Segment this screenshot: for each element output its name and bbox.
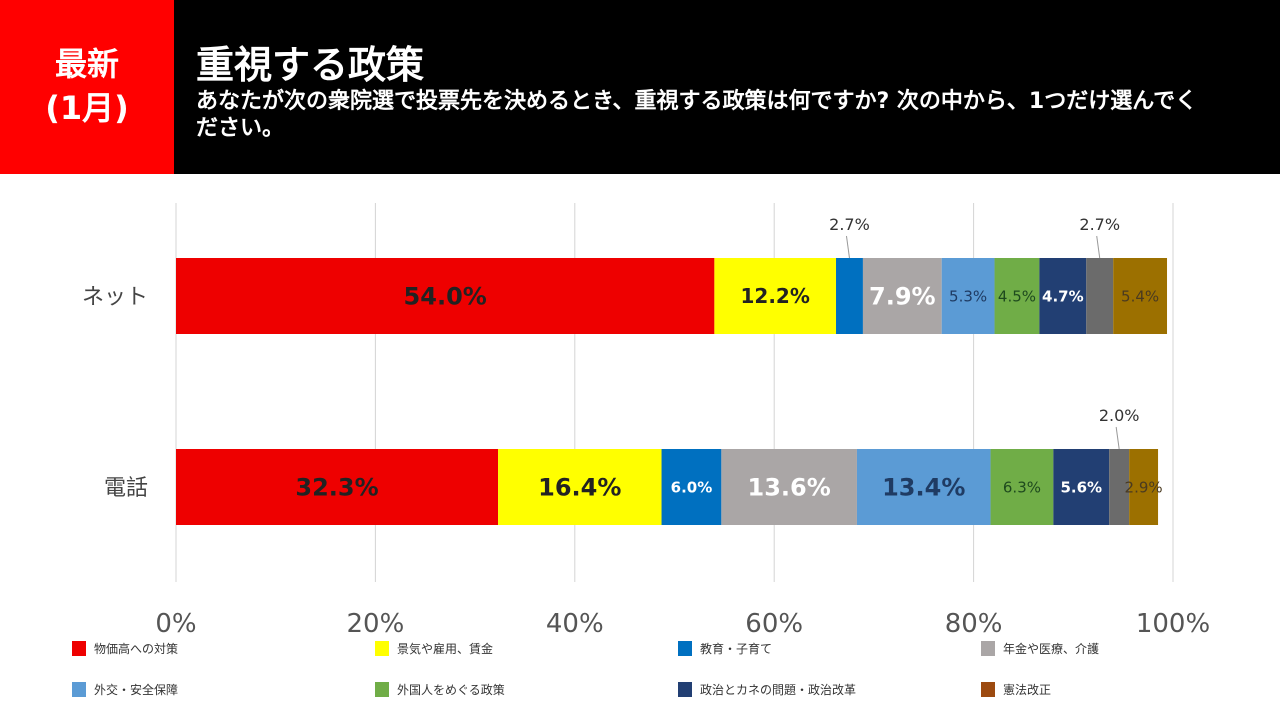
data-label: 2.7% <box>829 215 870 234</box>
callout-line <box>1096 235 1101 259</box>
legend-swatch <box>678 682 692 697</box>
stacked-bar-chart: 0% 20% 40% 60% 80% 100% ネット 54.0% 12.2% 2.7% 7.9% 5… <box>82 203 1210 639</box>
bar-segment <box>990 449 1054 525</box>
badge-line1: 最新 <box>54 45 119 83</box>
bar-segment <box>1129 449 1159 525</box>
legend-swatch <box>72 682 86 697</box>
legend-item: 景気や雇用、賃金 <box>375 640 493 657</box>
bar-segment <box>856 449 991 525</box>
bar-segment <box>714 258 837 334</box>
data-label: 16.4% <box>538 474 621 502</box>
data-label: 5.3% <box>949 287 987 305</box>
legend-label: 外国人をめぐる政策 <box>397 683 505 697</box>
data-label: 7.9% <box>869 283 936 311</box>
legend-swatch <box>678 641 692 656</box>
legend-item: 外国人をめぐる政策 <box>375 681 505 698</box>
data-label: 2.0% <box>1099 406 1140 425</box>
data-label: 12.2% <box>741 284 810 308</box>
badge-line2: (1月) <box>45 89 129 127</box>
bar-segment <box>941 258 995 334</box>
legend-label: 憲法改正 <box>1003 683 1052 697</box>
legend-label: 教育・子育て <box>700 642 773 656</box>
legend-label: 年金や医療、介護 <box>1003 642 1100 656</box>
page-title: 重視する政策 <box>196 43 425 87</box>
legend-swatch <box>72 641 86 656</box>
latest-badge: 最新 (1月) <box>0 0 174 174</box>
bar-segment <box>1113 258 1168 334</box>
bar-segment <box>721 449 857 525</box>
data-label: 2.9% <box>1125 478 1163 496</box>
x-tick-label: 80% <box>945 609 1003 639</box>
bar-segment <box>1039 258 1087 334</box>
data-label: 13.4% <box>882 474 965 502</box>
data-label: 4.5% <box>998 287 1036 305</box>
bar-segment <box>176 449 499 525</box>
legend-swatch <box>981 641 995 656</box>
data-label: 13.6% <box>748 474 831 502</box>
bar-segment <box>836 258 863 334</box>
category-label: 電話 <box>104 476 148 501</box>
legend-item: 物価高への対策 <box>72 640 178 657</box>
x-tick-label: 40% <box>546 609 604 639</box>
x-tick-label: 0% <box>155 609 196 639</box>
legend-item: 年金や医療、介護 <box>981 640 1099 657</box>
legend-label: 物価高への対策 <box>94 642 179 656</box>
callout-line <box>845 235 850 259</box>
legend-item: 憲法改正 <box>981 681 1051 698</box>
callout-line <box>1115 426 1120 450</box>
data-label: 5.4% <box>1121 287 1159 305</box>
bar-segment <box>661 449 722 525</box>
legend-swatch <box>375 641 389 656</box>
data-label: 5.6% <box>1060 478 1102 496</box>
x-tick-label: 60% <box>745 609 803 639</box>
data-label: 2.7% <box>1079 215 1120 234</box>
legend-item: 政治とカネの問題・政治改革 <box>678 681 856 698</box>
legend-item: 外交・安全保障 <box>72 681 178 698</box>
legend-swatch <box>981 682 995 697</box>
x-tick-label: 100% <box>1136 609 1210 639</box>
bar-segment <box>1086 258 1114 334</box>
legend-label: 政治とカネの問題・政治改革 <box>700 683 857 697</box>
question-text: あなたが次の衆院選で投票先を決めるとき、重視する政策は何ですか? 次の中から、1… <box>196 89 1198 141</box>
category-label: ネット <box>82 285 148 310</box>
legend-label: 外交・安全保障 <box>94 683 179 697</box>
bar-segment <box>498 449 662 525</box>
header-bar <box>0 0 1280 174</box>
bar-segment <box>1053 449 1110 525</box>
legend-label: 景気や雇用、賃金 <box>397 642 494 656</box>
bar-segment <box>994 258 1040 334</box>
legend-item: 教育・子育て <box>678 640 772 657</box>
data-label: 6.0% <box>671 478 713 496</box>
bar-segment <box>862 258 942 334</box>
data-label: 54.0% <box>404 283 487 311</box>
data-label: 4.7% <box>1042 287 1084 305</box>
x-tick-label: 20% <box>347 609 405 639</box>
bar-segment <box>1109 449 1130 525</box>
data-label: 6.3% <box>1003 478 1041 496</box>
legend-swatch <box>375 682 389 697</box>
data-label: 32.3% <box>295 474 378 502</box>
bar-segment <box>176 258 715 334</box>
